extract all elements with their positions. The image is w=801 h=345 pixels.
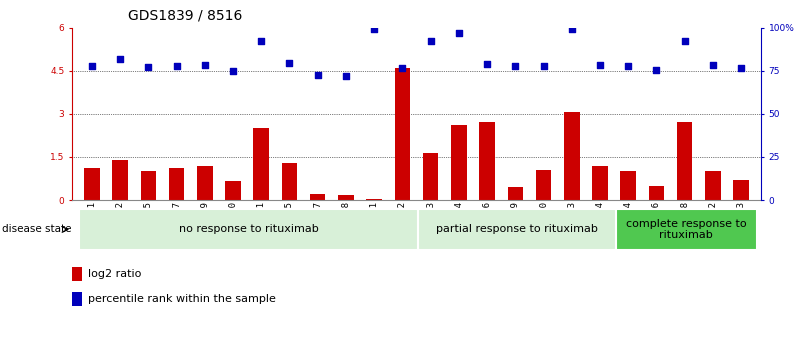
Text: percentile rank within the sample: percentile rank within the sample — [88, 294, 276, 304]
Text: disease state: disease state — [2, 225, 72, 234]
Bar — [508, 187, 523, 200]
Point — [170, 63, 183, 69]
Bar — [423, 152, 438, 200]
Bar — [621, 171, 636, 200]
Point — [255, 38, 268, 43]
Bar — [282, 163, 297, 200]
Bar — [564, 112, 580, 200]
Bar — [140, 171, 156, 200]
Text: partial response to rituximab: partial response to rituximab — [436, 225, 598, 234]
Bar — [310, 194, 325, 200]
Bar — [253, 128, 269, 200]
Bar — [592, 166, 608, 200]
Point — [594, 62, 606, 68]
Text: log2 ratio: log2 ratio — [88, 269, 142, 279]
Point — [199, 62, 211, 68]
Point — [312, 72, 324, 78]
Bar — [705, 171, 721, 200]
Bar — [479, 122, 495, 200]
Bar — [536, 170, 551, 200]
Point — [86, 63, 99, 69]
Point — [283, 60, 296, 66]
Point — [678, 38, 691, 43]
Point — [425, 38, 437, 43]
Point — [706, 62, 719, 68]
Text: GDS1839 / 8516: GDS1839 / 8516 — [128, 9, 243, 23]
Point — [735, 66, 747, 71]
Bar — [615, 209, 757, 250]
Bar — [338, 195, 354, 200]
Point — [481, 61, 493, 67]
Point — [453, 30, 465, 36]
Bar — [72, 292, 83, 306]
Point — [227, 68, 239, 73]
Point — [622, 63, 634, 69]
Point — [650, 67, 663, 73]
Bar — [225, 181, 241, 200]
Bar — [649, 186, 664, 200]
Bar — [169, 168, 184, 200]
Bar — [72, 267, 83, 281]
Point — [396, 66, 409, 71]
Point — [566, 27, 578, 32]
Text: complete response to
rituximab: complete response to rituximab — [626, 219, 747, 240]
Bar — [734, 180, 749, 200]
Bar — [418, 209, 615, 250]
Bar — [451, 125, 467, 200]
Point — [340, 73, 352, 79]
Text: no response to rituximab: no response to rituximab — [179, 225, 319, 234]
Bar — [197, 166, 212, 200]
Bar — [79, 209, 418, 250]
Point — [114, 56, 127, 61]
Point — [368, 27, 380, 32]
Bar — [366, 199, 382, 200]
Bar — [395, 68, 410, 200]
Bar — [677, 122, 693, 200]
Bar — [84, 168, 99, 200]
Point — [142, 65, 155, 70]
Point — [537, 63, 550, 69]
Bar — [112, 160, 128, 200]
Point — [509, 63, 521, 69]
